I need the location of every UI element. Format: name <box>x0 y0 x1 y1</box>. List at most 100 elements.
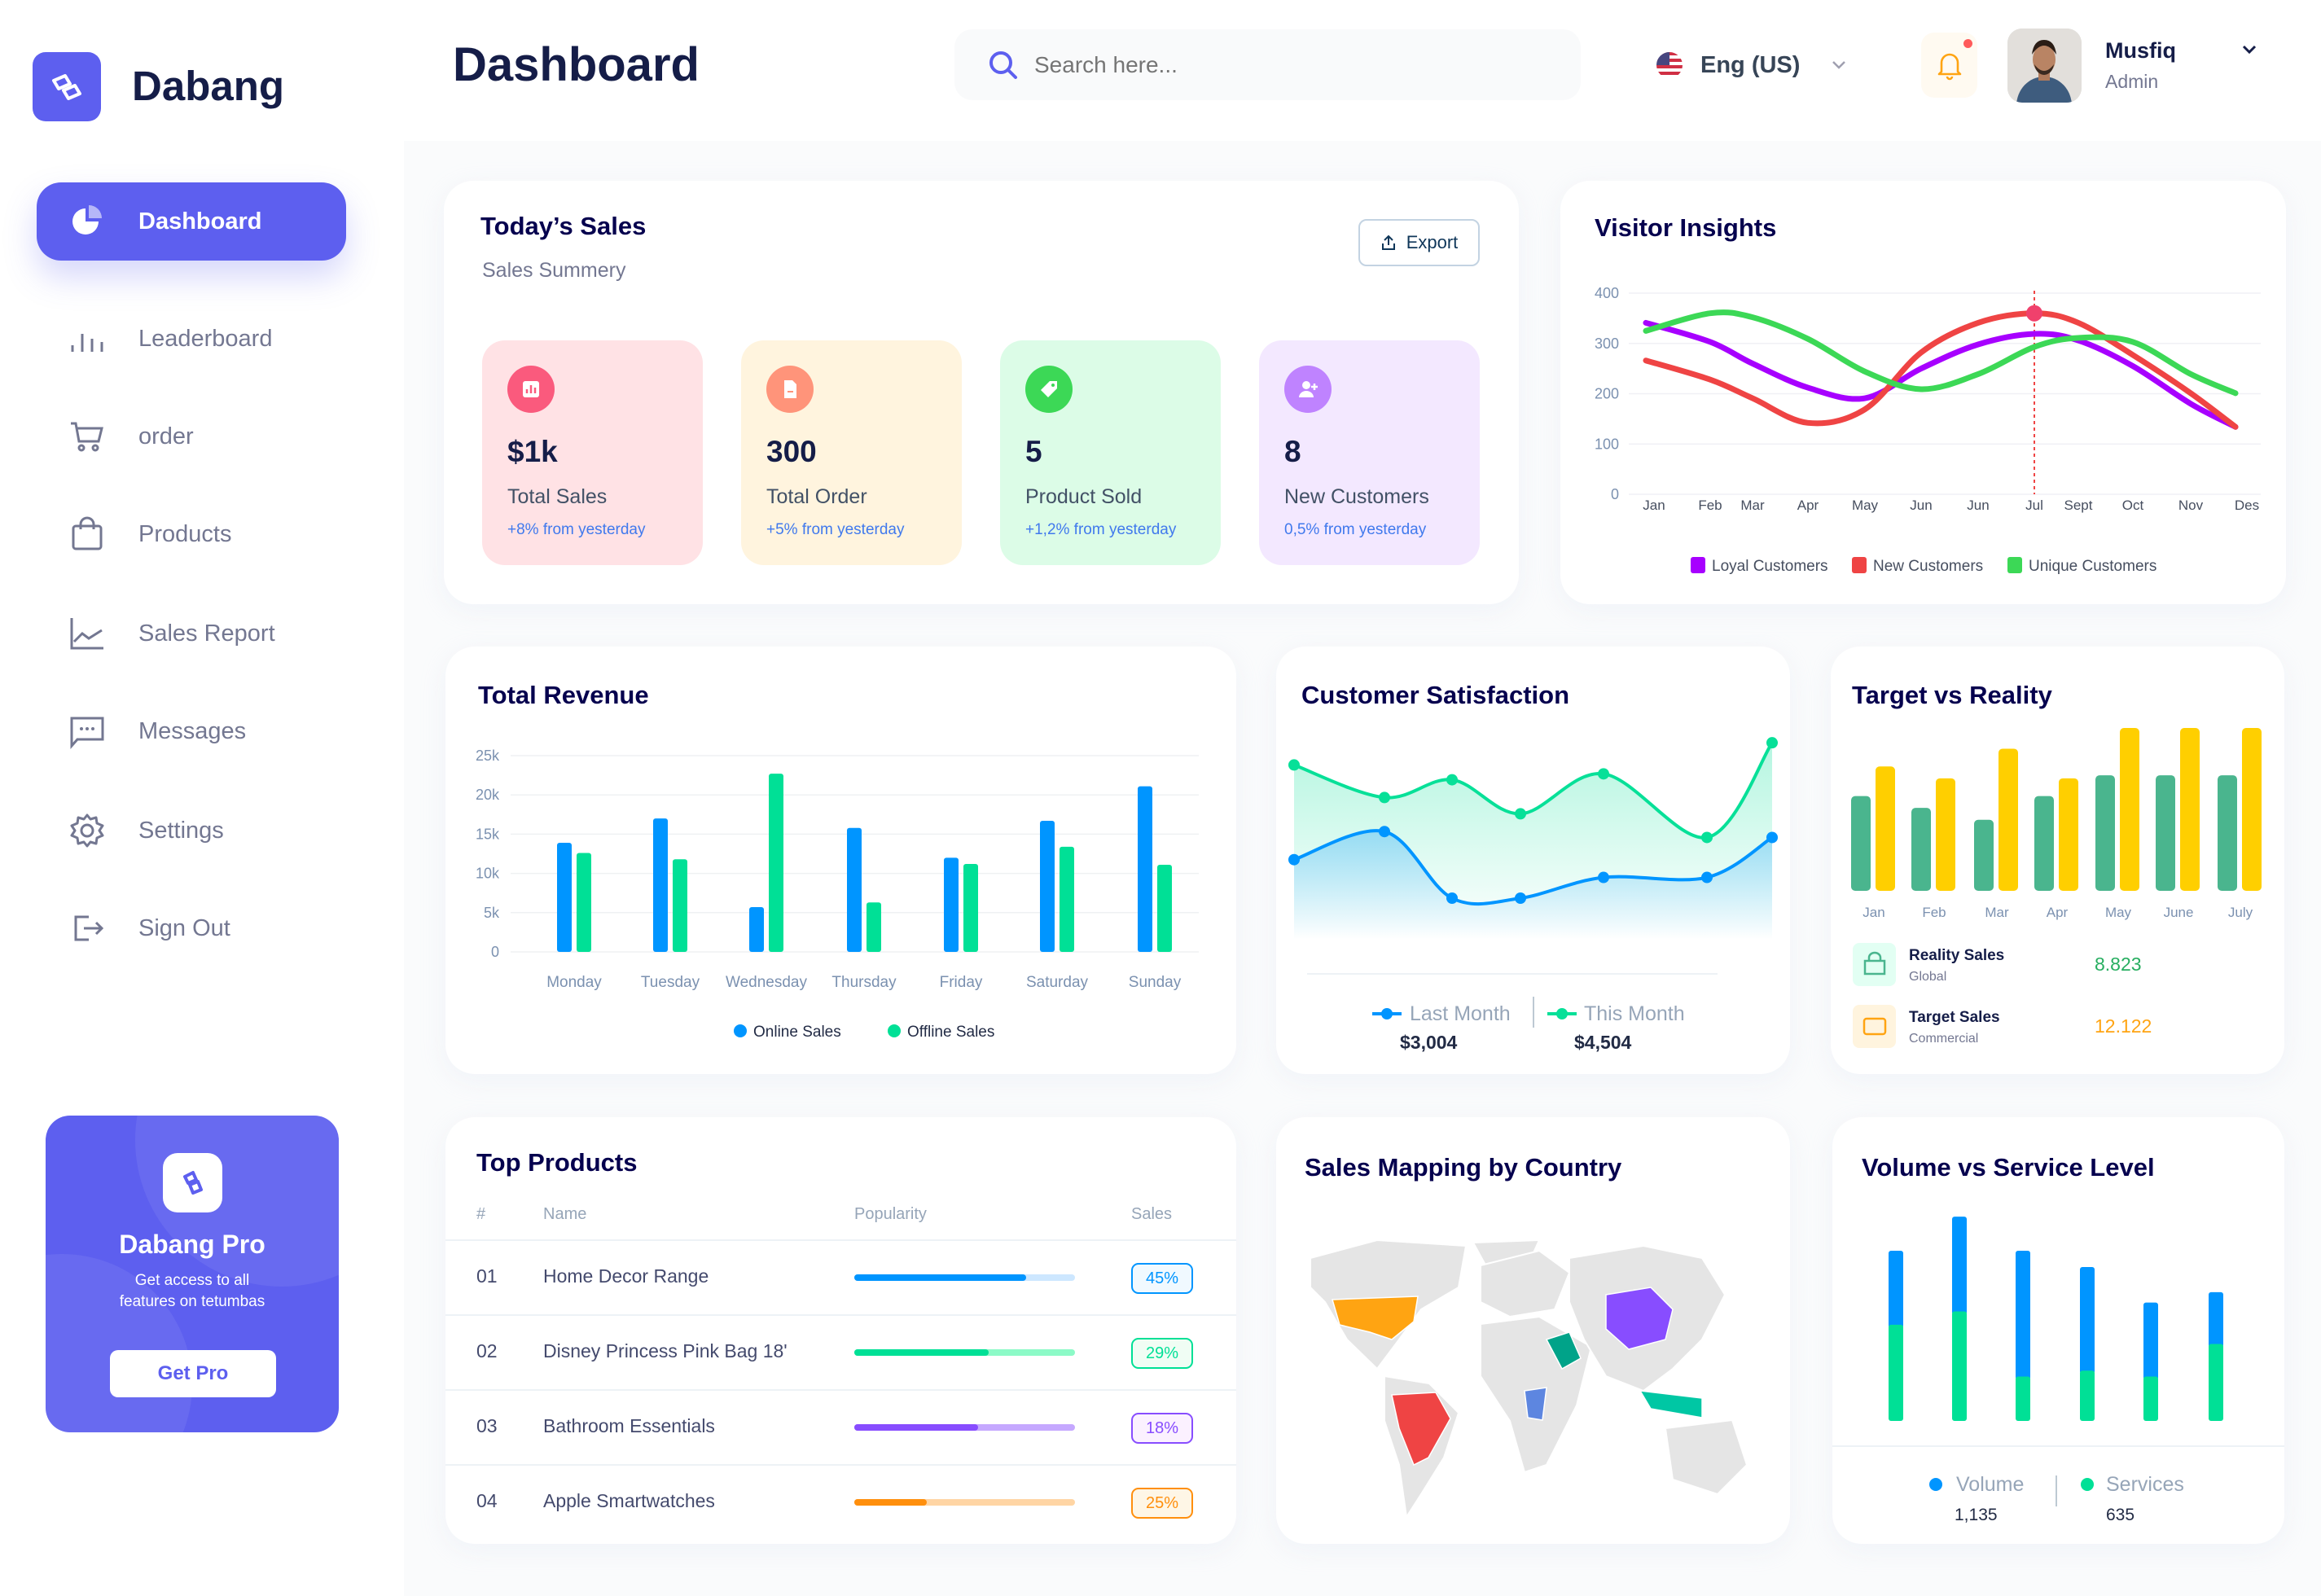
legend-label: Loyal Customers <box>1712 558 1828 575</box>
get-pro-button[interactable]: Get Pro <box>110 1350 276 1397</box>
language-selector[interactable]: Eng (US) <box>1653 46 1847 85</box>
stat-card[interactable]: $1k Total Sales +8% from yesterday <box>482 340 703 565</box>
table-row[interactable]: 04 Apple Smartwatches 25% <box>445 1464 1236 1539</box>
data-point <box>1515 892 1526 904</box>
pro-card: Dabang Pro Get access to all features on… <box>46 1116 339 1432</box>
document-icon <box>766 366 814 413</box>
stat-change: +8% from yesterday <box>507 521 646 538</box>
world-map <box>1310 1239 1748 1519</box>
stat-change: 0,5% from yesterday <box>1284 521 1427 538</box>
user-menu-chevron-icon[interactable] <box>2241 44 2257 55</box>
message-icon <box>67 711 107 752</box>
stat-card[interactable]: 5 Product Sold +1,2% from yesterday <box>1000 340 1221 565</box>
sidebar-item-settings[interactable]: Settings <box>37 791 346 870</box>
avatar[interactable] <box>2007 28 2082 103</box>
sidebar-item-products[interactable]: Products <box>37 495 346 573</box>
bar-reality-sales <box>2218 775 2237 891</box>
export-button[interactable]: Export <box>1358 219 1480 266</box>
bag-icon-shape <box>1863 951 1886 976</box>
legend-label: Volume <box>1956 1473 2024 1496</box>
x-tick-label: Oct <box>2122 498 2144 513</box>
top-products-card: Top Products # Name Popularity Sales 01 H… <box>445 1117 1236 1544</box>
sidebar-item-leaderboard[interactable]: Leaderboard <box>37 300 346 378</box>
bar-target-sales <box>2180 728 2200 891</box>
logo[interactable] <box>33 52 101 121</box>
legend-swatch <box>1852 557 1867 573</box>
us-flag-icon <box>1656 52 1683 78</box>
card-title: Sales Mapping by Country <box>1305 1153 1622 1182</box>
user-role: Admin <box>2105 71 2159 92</box>
sales-badge: 25% <box>1131 1488 1193 1519</box>
sidebar-item-messages[interactable]: Messages <box>37 692 346 770</box>
table-row[interactable]: 01 Home Decor Range 45% <box>445 1239 1236 1314</box>
bar-target-sales <box>1999 748 2018 891</box>
bar-volume <box>1889 1250 1903 1328</box>
table-row[interactable]: 02 Disney Princess Pink Bag 18' 29% <box>445 1314 1236 1389</box>
x-tick-label: Mar <box>1740 498 1765 513</box>
pro-title: Dabang Pro <box>119 1230 265 1259</box>
product-name: Disney Princess Pink Bag 18' <box>543 1340 788 1361</box>
legend-sublabel: Global <box>1909 970 1946 984</box>
popularity-bar <box>854 1274 1075 1281</box>
card-title: Top Products <box>476 1148 638 1177</box>
stat-card[interactable]: 8 New Customers 0,5% from yesterday <box>1259 340 1480 565</box>
bar-volume <box>2209 1291 2223 1348</box>
series-line-new-customers <box>1643 310 2239 430</box>
sidebar-item-sign-out[interactable]: Sign Out <box>37 889 346 967</box>
y-tick-label: 10k <box>476 866 500 882</box>
search-box[interactable] <box>954 29 1581 100</box>
gear-icon <box>67 810 107 851</box>
sidebar-item-order[interactable]: order <box>37 397 346 476</box>
card-title: Volume vs Service Level <box>1862 1153 2155 1182</box>
stat-label: Total Sales <box>507 485 608 508</box>
legend-total: $4,504 <box>1574 1032 1632 1053</box>
stat-value: $1k <box>507 435 558 468</box>
stat-change: +1,2% from yesterday <box>1025 521 1177 538</box>
logo-icon <box>52 73 81 100</box>
sidebar-item-label: order <box>138 423 194 449</box>
bar-reality-sales <box>1974 819 1994 891</box>
row-number: 03 <box>476 1415 498 1436</box>
data-point <box>1288 853 1300 866</box>
bar-services <box>1952 1311 1967 1421</box>
x-tick-label: Apr <box>1797 498 1819 513</box>
notification-button[interactable] <box>1921 33 1977 98</box>
sidebar: Dabang Dashboard Leaderboard order Products… <box>0 0 404 1596</box>
stat-value: 8 <box>1284 435 1301 468</box>
legend-label: Target Sales <box>1909 1009 2000 1026</box>
stat-card[interactable]: 300 Total Order +5% from yesterday <box>741 340 962 565</box>
bar-services <box>2209 1344 2223 1421</box>
data-point <box>1701 831 1713 844</box>
column-header-sales: Sales <box>1131 1205 1173 1223</box>
popularity-bar <box>854 1499 1075 1506</box>
bar-volume <box>1952 1217 1967 1315</box>
sales-badge: 45% <box>1131 1263 1193 1294</box>
stat-value: 5 <box>1025 435 1042 468</box>
legend-label: Services <box>2106 1473 2184 1496</box>
customer-satisfaction-chart: Last Month $3,004 This Month $4,504 <box>1288 737 1778 1053</box>
table-row[interactable]: 03 Bathroom Essentials 18% <box>445 1389 1236 1464</box>
card-title: Target vs Reality <box>1852 681 2052 709</box>
card-subtitle: Sales Summery <box>482 259 626 282</box>
bar-volume <box>2143 1302 2158 1380</box>
search-input[interactable] <box>1034 51 1523 78</box>
bar-volume <box>2016 1250 2030 1380</box>
bar-services <box>1889 1324 1903 1421</box>
bar-target-sales <box>1936 778 1955 891</box>
sidebar-item-sales-report[interactable]: Sales Report <box>37 594 346 673</box>
sidebar-item-label: Products <box>138 520 232 547</box>
legend-dot <box>888 1024 901 1037</box>
data-point <box>1598 768 1609 780</box>
bar-offline-sales <box>769 774 783 952</box>
sidebar-item-dashboard[interactable]: Dashboard <box>37 182 346 261</box>
legend-label: Offline Sales <box>907 1024 994 1041</box>
visitor-insights-chart: 0 100 200 300 400 Jan Feb Mar Apr May Jun Jun Jul Sep… <box>1595 285 2261 575</box>
export-icon <box>1381 235 1395 250</box>
x-tick-label: Friday <box>940 974 983 991</box>
legend-label: Unique Customers <box>2029 558 2156 575</box>
bar-offline-sales <box>963 864 978 952</box>
bar-volume <box>2080 1266 2095 1375</box>
target-vs-reality-card: Target vs Reality Jan Feb Mar Apr May June Jul… <box>1831 647 2284 1074</box>
card-title: Total Revenue <box>478 681 649 709</box>
data-point <box>1598 871 1609 884</box>
